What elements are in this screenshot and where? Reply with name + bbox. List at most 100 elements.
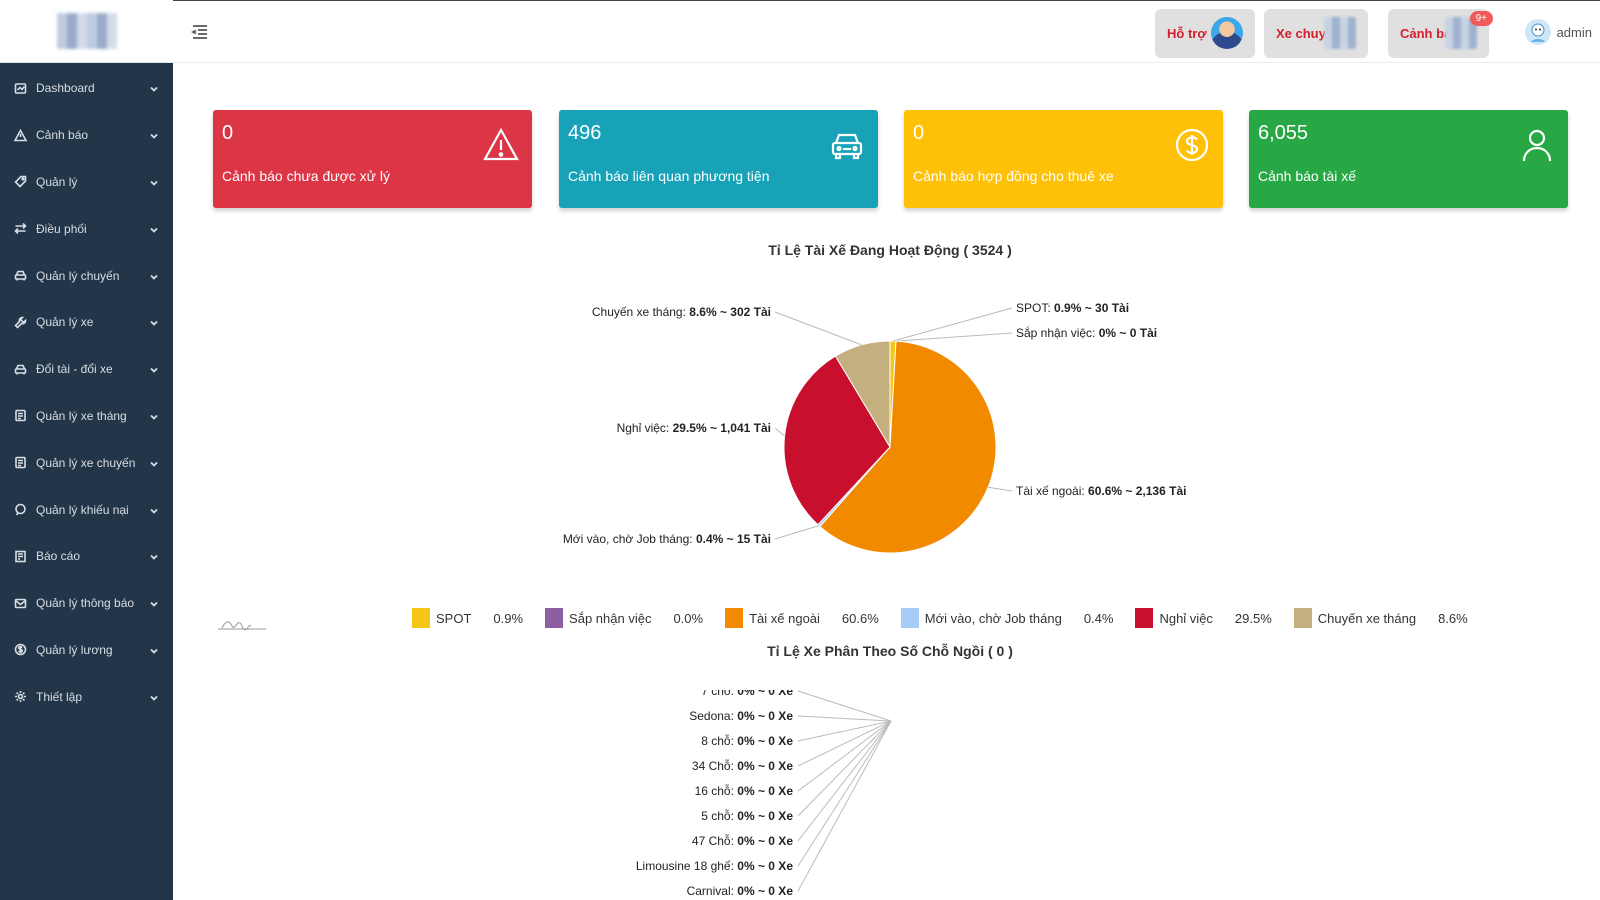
legend-item[interactable]: Sắp nhận việc 0.0% bbox=[545, 608, 703, 628]
support-button[interactable]: Hỗ trợ bbox=[1155, 9, 1255, 58]
pie-label-connector bbox=[892, 307, 1013, 342]
pie-label-connector bbox=[774, 311, 862, 346]
legend-value: 0.9% bbox=[493, 610, 524, 626]
seat-slice-value: 0% ~ 0 Xe bbox=[737, 884, 793, 898]
menu-toggle-icon[interactable] bbox=[190, 23, 209, 41]
legend-item[interactable]: Nghỉ việc 29.5% bbox=[1135, 608, 1272, 628]
car-icon bbox=[14, 269, 27, 282]
wrench-icon bbox=[14, 316, 27, 329]
legend-name: Sắp nhận việc bbox=[569, 610, 652, 626]
card-label: Cảnh báo hợp đồng cho thuê xe bbox=[913, 168, 1114, 184]
seat-slice-value: 0% ~ 0 Xe bbox=[737, 859, 793, 873]
pie-label-connector bbox=[797, 720, 892, 767]
report-icon bbox=[14, 550, 27, 563]
pie-slice-value: 8.6% ~ 302 Tài bbox=[689, 305, 771, 319]
seat-slice-label: 7 chỗ: 0% ~ 0 Xe bbox=[701, 690, 793, 698]
legend-swatch bbox=[545, 608, 564, 628]
logo-area[interactable] bbox=[0, 0, 173, 63]
pie-slice[interactable] bbox=[834, 340, 891, 449]
sidebar-item-8[interactable]: Quản lý xe tháng bbox=[0, 393, 173, 440]
seat-slice-label: 5 chỗ: 0% ~ 0 Xe bbox=[701, 808, 793, 823]
chevron-down-icon bbox=[149, 177, 159, 187]
sidebar-item-13[interactable]: Quản lý lương bbox=[0, 627, 173, 674]
pie-label-connector bbox=[797, 720, 892, 892]
sidebar-item-label: Quản lý khiếu nại bbox=[36, 502, 129, 517]
seat-slice-name: Carnival: bbox=[687, 884, 738, 898]
legend-value: 29.5% bbox=[1234, 610, 1272, 626]
sidebar-item-label: Quản lý bbox=[36, 174, 78, 189]
legend-item[interactable]: Chuyến xe tháng 8.6% bbox=[1293, 608, 1468, 628]
trip-car-button[interactable]: Xe chuyến bbox=[1264, 9, 1368, 58]
seat-slice-label: 34 Chỗ: 0% ~ 0 Xe bbox=[692, 758, 793, 773]
pie-slice[interactable] bbox=[783, 355, 891, 526]
alert-button[interactable]: Cảnh báo 9+ bbox=[1388, 9, 1493, 58]
sidebar-item-7[interactable]: Đổi tài - đổi xe bbox=[0, 346, 173, 393]
sidebar-item-2[interactable]: Cảnh báo bbox=[0, 112, 173, 159]
card-rental-contract-alerts[interactable]: 0 Cảnh báo hợp đồng cho thuê xe bbox=[904, 110, 1223, 208]
pie-label-connector bbox=[797, 720, 892, 742]
pie-label-connector bbox=[774, 525, 820, 540]
sidebar-item-11[interactable]: Báo cáo bbox=[0, 533, 173, 580]
seat-slice-name: 8 chỗ: bbox=[701, 733, 737, 748]
seat-chart-title: Tỉ Lệ Xe Phân Theo Số Chỗ Ngồi ( 0 ) bbox=[767, 643, 1013, 659]
chevron-down-icon bbox=[149, 458, 159, 468]
tag-icon bbox=[14, 175, 27, 189]
chevron-down-icon bbox=[149, 130, 159, 140]
chevron-down-icon bbox=[149, 692, 159, 702]
chevron-down-icon bbox=[149, 224, 159, 234]
seat-slice-name: 5 chỗ: bbox=[701, 808, 737, 823]
seat-slice-value: 0% ~ 0 Xe bbox=[737, 784, 793, 798]
user-menu[interactable]: admin bbox=[1524, 19, 1592, 45]
seat-slice-name: Limousine 18 ghế: bbox=[636, 859, 737, 873]
sidebar-item-4[interactable]: Điều phối bbox=[0, 205, 173, 252]
sidebar-item-6[interactable]: Quản lý xe bbox=[0, 299, 173, 346]
card-value: 0 bbox=[222, 122, 234, 144]
pie-slice-name: SPOT: bbox=[1016, 301, 1054, 315]
legend-item[interactable]: Tài xế ngoài 60.6% bbox=[725, 608, 879, 628]
dashboard-icon bbox=[14, 82, 27, 95]
pie-slice-label: Tài xế ngoài: 60.6% ~ 2,136 Tài bbox=[1016, 484, 1186, 498]
seat-slice-value: 0% ~ 0 Xe bbox=[737, 690, 793, 698]
swap-icon bbox=[14, 222, 27, 235]
seat-slice-label: Carnival: 0% ~ 0 Xe bbox=[687, 884, 794, 898]
legend-swatch bbox=[1135, 608, 1154, 628]
sidebar-item-9[interactable]: Quản lý xe chuyến bbox=[0, 439, 173, 486]
gear-icon bbox=[14, 690, 27, 703]
sidebar-item-label: Đổi tài - đổi xe bbox=[36, 362, 113, 377]
seat-slice-value: 0% ~ 0 Xe bbox=[737, 709, 793, 723]
sidebar-item-label: Thiết lập bbox=[36, 689, 83, 704]
chevron-down-icon bbox=[149, 551, 159, 561]
card-driver-alerts[interactable]: 6,055 Cảnh báo tài xế bbox=[1249, 110, 1568, 208]
legend-swatch bbox=[725, 608, 744, 628]
sidebar-item-label: Quản lý xe chuyến bbox=[36, 455, 136, 470]
sidebar-item-1[interactable]: Dashboard bbox=[0, 65, 173, 112]
pie-label-connector bbox=[895, 332, 1013, 342]
pie-slice[interactable] bbox=[819, 340, 997, 554]
legend-value: 0.4% bbox=[1083, 610, 1114, 626]
sidebar-item-12[interactable]: Quản lý thông báo bbox=[0, 580, 173, 627]
seat-slice-name: 34 Chỗ: bbox=[692, 758, 737, 773]
card-unhandled-alerts[interactable]: 0 Cảnh báo chưa được xử lý bbox=[213, 110, 532, 208]
card-value: 0 bbox=[913, 122, 925, 144]
sidebar-item-10[interactable]: Quản lý khiếu nại bbox=[0, 486, 173, 533]
warning-icon bbox=[14, 128, 27, 142]
card-vehicle-alerts[interactable]: 496 Cảnh báo liên quan phương tiện bbox=[559, 110, 878, 208]
seat-slice-label: 8 chỗ: 0% ~ 0 Xe bbox=[701, 733, 793, 748]
seat-slice-value: 0% ~ 0 Xe bbox=[737, 834, 793, 848]
pie-label-connector bbox=[797, 720, 892, 792]
sidebar-item-14[interactable]: Thiết lập bbox=[0, 673, 173, 720]
sidebar-item-label: Quản lý lương bbox=[36, 642, 113, 657]
logo[interactable] bbox=[56, 13, 117, 49]
legend-swatch bbox=[412, 608, 430, 628]
sidebar-item-5[interactable]: Quản lý chuyến bbox=[0, 252, 173, 299]
mail-icon bbox=[14, 597, 27, 610]
legend-item[interactable]: Mới vào, chờ Job tháng 0.4% bbox=[900, 608, 1114, 628]
sidebar-item-3[interactable]: Quản lý bbox=[0, 159, 173, 206]
sidebar-item-label: Điều phối bbox=[36, 221, 87, 236]
sidebar-item-label: Quản lý xe bbox=[36, 315, 94, 330]
legend-value: 0.0% bbox=[673, 610, 704, 626]
driver-chart-legend: SPOT 0.9% Sắp nhận việc 0.0% Tài xế ngoài 60.… bbox=[412, 608, 1490, 628]
pie-slice-name: Chuyến xe tháng: bbox=[592, 305, 689, 319]
legend-item[interactable]: SPOT 0.9% bbox=[412, 608, 523, 628]
